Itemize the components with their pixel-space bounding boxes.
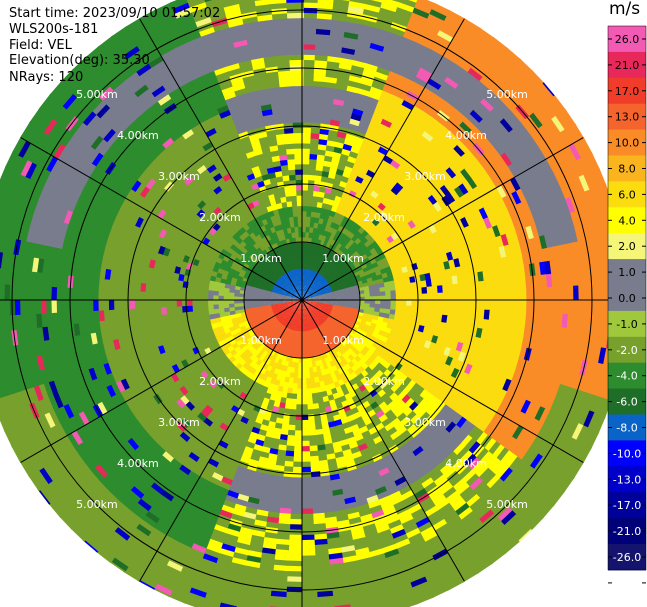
ring-label: 2.00km (363, 375, 405, 388)
colorbar-tick-label: -1.0 (616, 318, 637, 331)
azimuth-line (301, 18, 465, 301)
ring-label: 1.00km (240, 252, 282, 265)
nrays-label: NRays: 120 (9, 70, 83, 85)
ring-label: 1.00km (322, 334, 364, 347)
colorbar-segment (608, 26, 646, 53)
ring-label: 2.00km (199, 211, 241, 224)
colorbar-segment (608, 181, 646, 208)
colorbar-segment (608, 233, 646, 260)
colorbar-tick-label: -6.0 (616, 396, 637, 409)
colorbar-tick-label: 10.0 (615, 137, 640, 150)
start-time-label: Start time: 2023/09/10 01:57:02 (9, 6, 220, 21)
colorbar-tick-label: -26.0 (613, 551, 641, 564)
colorbar-tick-label: -2.0 (616, 344, 637, 357)
colorbar-tick-label: -4.0 (616, 370, 637, 383)
azimuth-line (139, 18, 303, 301)
ring-label: 1.00km (322, 252, 364, 265)
colorbar-segment (608, 129, 646, 156)
colorbar-segment (608, 310, 646, 338)
colorbar-segment (608, 466, 646, 493)
colorbar-tick-label: -8.0 (616, 422, 637, 435)
colorbar-segment (608, 388, 646, 415)
colorbar-tick-label: 13.0 (615, 111, 640, 124)
azimuth-line (20, 299, 303, 463)
ring-label: 4.00km (117, 457, 159, 470)
colorbar-tick-label: -13.0 (613, 473, 641, 486)
colorbar-tick-label: 21.0 (615, 59, 640, 72)
colorbar-segment (608, 518, 646, 545)
colorbar-tick-label: 0.0 (618, 292, 636, 305)
colorbar-segment (608, 440, 646, 467)
colorbar-segment (608, 285, 646, 312)
field-label: Field: VEL (9, 38, 72, 53)
ring-label: 4.00km (117, 129, 159, 142)
ring-label: 2.00km (199, 375, 241, 388)
colorbar-tick-label: -30.0 (613, 577, 641, 590)
colorbar-tick-label: 4.0 (618, 214, 636, 227)
ring-label: 5.00km (76, 88, 118, 101)
colorbar-tick-label: 8.0 (618, 163, 636, 176)
colorbar-segment (608, 207, 646, 234)
colorbar-tick-label: 1.0 (618, 266, 636, 279)
colorbar-segment (608, 155, 646, 182)
ring-label: 1.00km (240, 334, 282, 347)
azimuth-line (20, 137, 303, 301)
colorbar-segment (608, 336, 646, 364)
colorbar-segment (608, 259, 646, 286)
elevation-label: Elevation(deg): 35.30 (9, 53, 150, 68)
colorbar-tick-label: -10.0 (613, 447, 641, 460)
ring-label: 2.00km (363, 211, 405, 224)
colorbar-tick-label: 6.0 (618, 188, 636, 201)
ring-label: 5.00km (76, 498, 118, 511)
colorbar-tick-label: 2.0 (618, 240, 636, 253)
ring-label: 3.00km (404, 416, 446, 429)
velocity-field (0, 0, 628, 607)
colorbar-segment (608, 544, 646, 571)
colorbar-segment (608, 51, 646, 79)
colorbar-tick-label: -17.0 (613, 499, 641, 512)
colorbar-segment (608, 492, 646, 519)
azimuth-line (301, 137, 584, 301)
azimuth-line (301, 299, 465, 582)
azimuth-line (139, 299, 303, 582)
colorbar-tick-label: 26.0 (615, 33, 640, 46)
colorbar-tick-label: -21.0 (613, 525, 641, 538)
ring-label: 3.00km (158, 416, 200, 429)
azimuth-line (301, 299, 584, 463)
ring-label: 5.00km (486, 498, 528, 511)
colorbar-tick-label: 17.0 (615, 85, 640, 98)
colorbar-segment (608, 103, 646, 131)
colorbar-unit: m/s (609, 0, 640, 19)
ring-label: 3.00km (158, 170, 200, 183)
colorbar-segment (608, 77, 646, 105)
ring-label: 3.00km (404, 170, 446, 183)
ring-label: 4.00km (445, 457, 487, 470)
ring-label: 4.00km (445, 129, 487, 142)
colorbar-segment (608, 414, 646, 441)
instrument-label: WLS200s-181 (9, 22, 98, 37)
colorbar-segment (608, 362, 646, 390)
ring-label: 5.00km (486, 88, 528, 101)
